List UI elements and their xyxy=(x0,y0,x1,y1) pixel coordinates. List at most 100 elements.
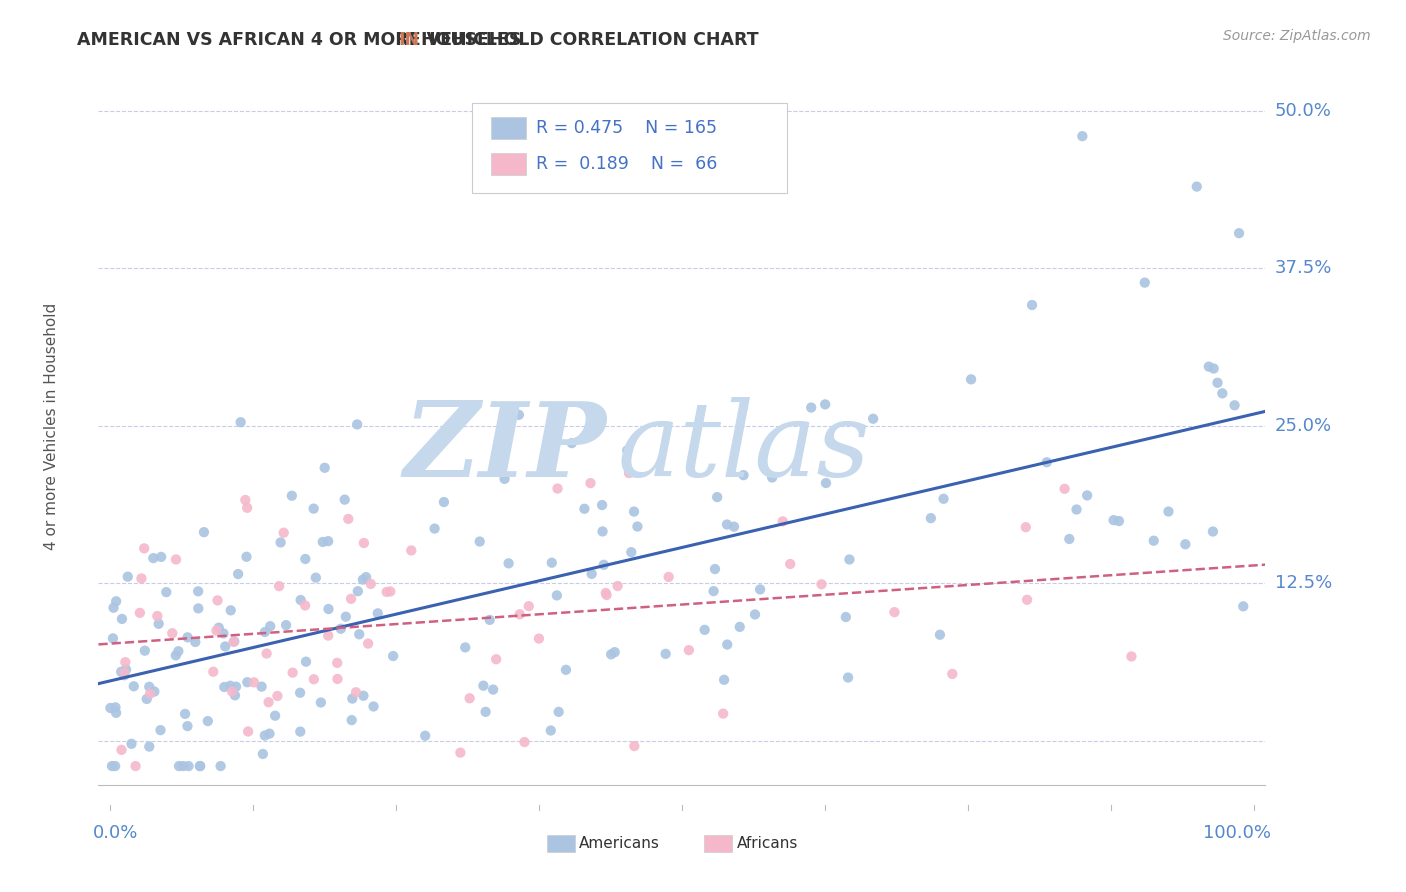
Point xyxy=(167,759,190,773)
Point xyxy=(592,524,614,539)
FancyBboxPatch shape xyxy=(547,835,575,853)
Point xyxy=(207,593,229,607)
Text: IN: IN xyxy=(398,31,419,49)
Point xyxy=(224,634,246,648)
Point xyxy=(134,541,156,556)
Point xyxy=(346,584,368,599)
Point xyxy=(134,643,156,657)
Point xyxy=(236,500,259,515)
Point xyxy=(367,607,389,621)
Point xyxy=(273,525,295,540)
Point xyxy=(212,626,235,640)
Point xyxy=(236,675,259,690)
Point xyxy=(114,655,136,669)
Text: 25.0%: 25.0% xyxy=(1275,417,1331,435)
Point xyxy=(744,607,766,622)
Point xyxy=(478,613,501,627)
Point xyxy=(704,562,727,576)
Point xyxy=(468,534,491,549)
Point xyxy=(225,680,247,694)
Point xyxy=(654,647,676,661)
Text: Africans: Africans xyxy=(737,837,799,851)
Point xyxy=(837,671,859,685)
Point xyxy=(224,689,246,703)
Point xyxy=(723,519,745,533)
Point xyxy=(165,552,187,566)
Point xyxy=(401,543,423,558)
Point xyxy=(547,482,569,496)
Point xyxy=(252,747,274,761)
Point xyxy=(121,737,143,751)
Point xyxy=(574,501,596,516)
Point xyxy=(352,689,374,703)
FancyBboxPatch shape xyxy=(491,117,526,139)
Point xyxy=(259,619,281,633)
Point xyxy=(678,643,700,657)
Text: 100.0%: 100.0% xyxy=(1204,824,1271,842)
Point xyxy=(281,489,304,503)
Point xyxy=(162,626,184,640)
Point xyxy=(326,656,349,670)
Point xyxy=(509,607,531,622)
Point xyxy=(454,640,477,655)
Text: Source: ZipAtlas.com: Source: ZipAtlas.com xyxy=(1223,29,1371,43)
Point xyxy=(110,743,132,757)
Point xyxy=(226,567,249,582)
Point xyxy=(382,648,405,663)
Point xyxy=(494,472,516,486)
Point xyxy=(814,397,837,411)
Point xyxy=(219,679,242,693)
Point xyxy=(305,571,328,585)
Text: R =  0.189    N =  66: R = 0.189 N = 66 xyxy=(536,155,717,173)
Point xyxy=(513,735,536,749)
Point xyxy=(101,632,124,646)
Point xyxy=(603,645,626,659)
Point xyxy=(1066,502,1088,516)
Point xyxy=(540,723,562,738)
Point xyxy=(620,545,643,559)
Point xyxy=(176,719,198,733)
Point xyxy=(105,706,128,720)
Point xyxy=(862,411,884,425)
Point xyxy=(616,443,638,458)
Text: 0.0%: 0.0% xyxy=(93,824,138,842)
Text: 4 or more Vehicles in Household: 4 or more Vehicles in Household xyxy=(44,302,59,549)
Point xyxy=(357,636,380,650)
Point xyxy=(302,672,325,686)
Point xyxy=(474,705,496,719)
Point xyxy=(128,606,150,620)
Point xyxy=(772,514,794,528)
Point xyxy=(1015,520,1038,534)
Point xyxy=(233,492,256,507)
Point xyxy=(236,724,259,739)
Point xyxy=(546,588,568,602)
Point xyxy=(340,591,363,606)
Point xyxy=(1143,533,1166,548)
Point xyxy=(929,628,952,642)
Point xyxy=(810,577,832,591)
Point xyxy=(184,635,207,649)
Point xyxy=(932,491,955,506)
Point xyxy=(188,759,211,773)
Point xyxy=(142,551,165,566)
Point xyxy=(214,640,236,654)
Point xyxy=(508,408,530,422)
Point xyxy=(703,584,725,599)
Text: 12.5%: 12.5% xyxy=(1275,574,1331,592)
Point xyxy=(1227,226,1250,240)
Point xyxy=(1133,276,1156,290)
Point xyxy=(517,599,540,614)
Point xyxy=(352,573,374,587)
Point xyxy=(733,468,755,483)
Point xyxy=(579,476,602,491)
Point xyxy=(155,585,177,599)
Point xyxy=(264,708,287,723)
Point xyxy=(149,723,172,738)
Point xyxy=(172,759,194,773)
Point xyxy=(1121,649,1143,664)
Text: AMERICAN VS AFRICAN 4 OR MORE VEHICLES: AMERICAN VS AFRICAN 4 OR MORE VEHICLES xyxy=(77,31,527,49)
Point xyxy=(214,680,236,694)
Point xyxy=(269,579,291,593)
Point xyxy=(335,609,357,624)
Point xyxy=(658,570,681,584)
